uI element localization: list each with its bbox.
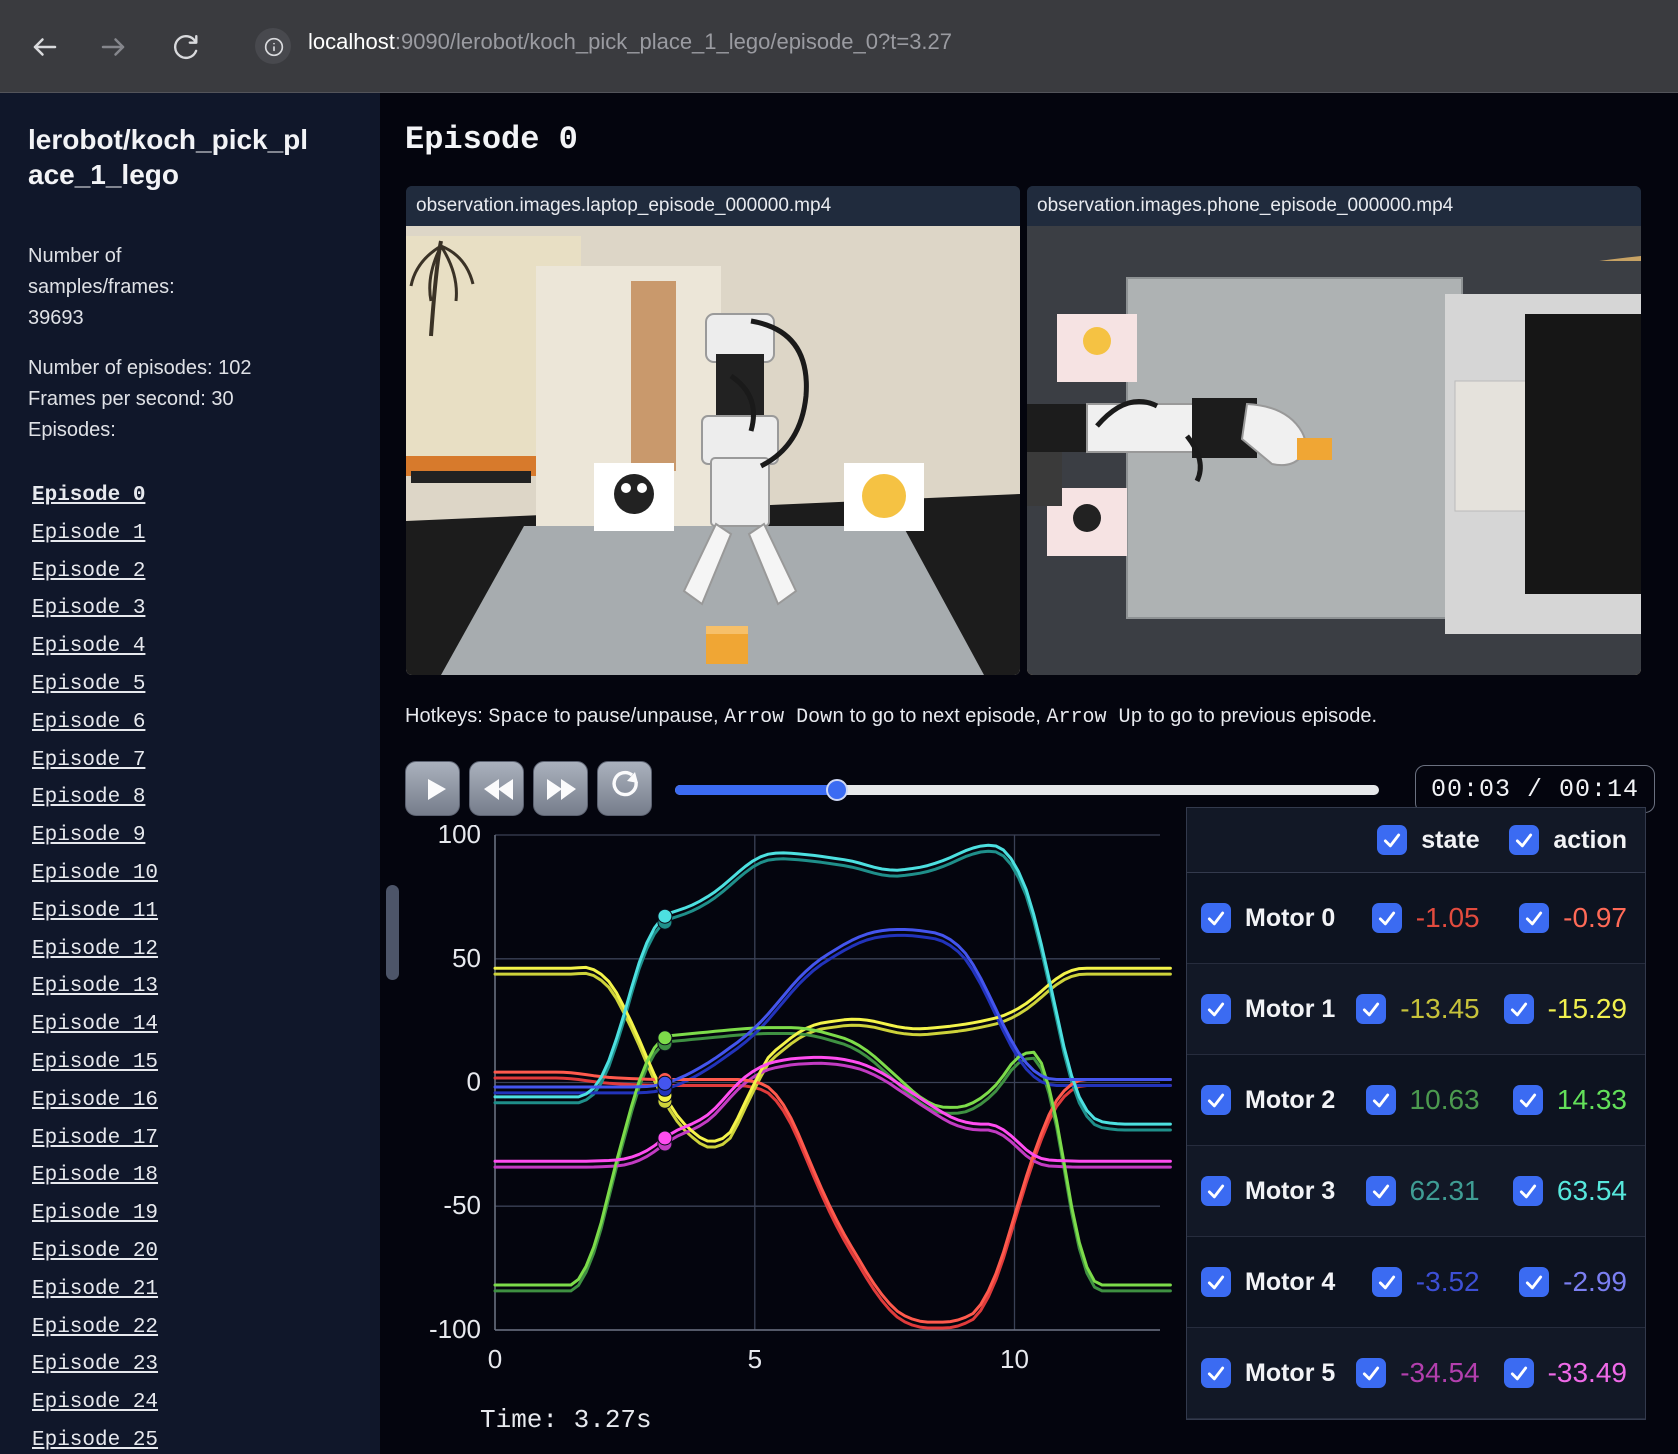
svg-text:10: 10: [1000, 1344, 1029, 1374]
svg-text:50: 50: [452, 943, 481, 973]
svg-text:0: 0: [488, 1344, 502, 1374]
svg-text:100: 100: [438, 825, 481, 849]
svg-text:0: 0: [467, 1067, 481, 1097]
svg-text:5: 5: [748, 1344, 762, 1374]
svg-text:-50: -50: [443, 1190, 481, 1220]
svg-text:-100: -100: [429, 1314, 481, 1344]
